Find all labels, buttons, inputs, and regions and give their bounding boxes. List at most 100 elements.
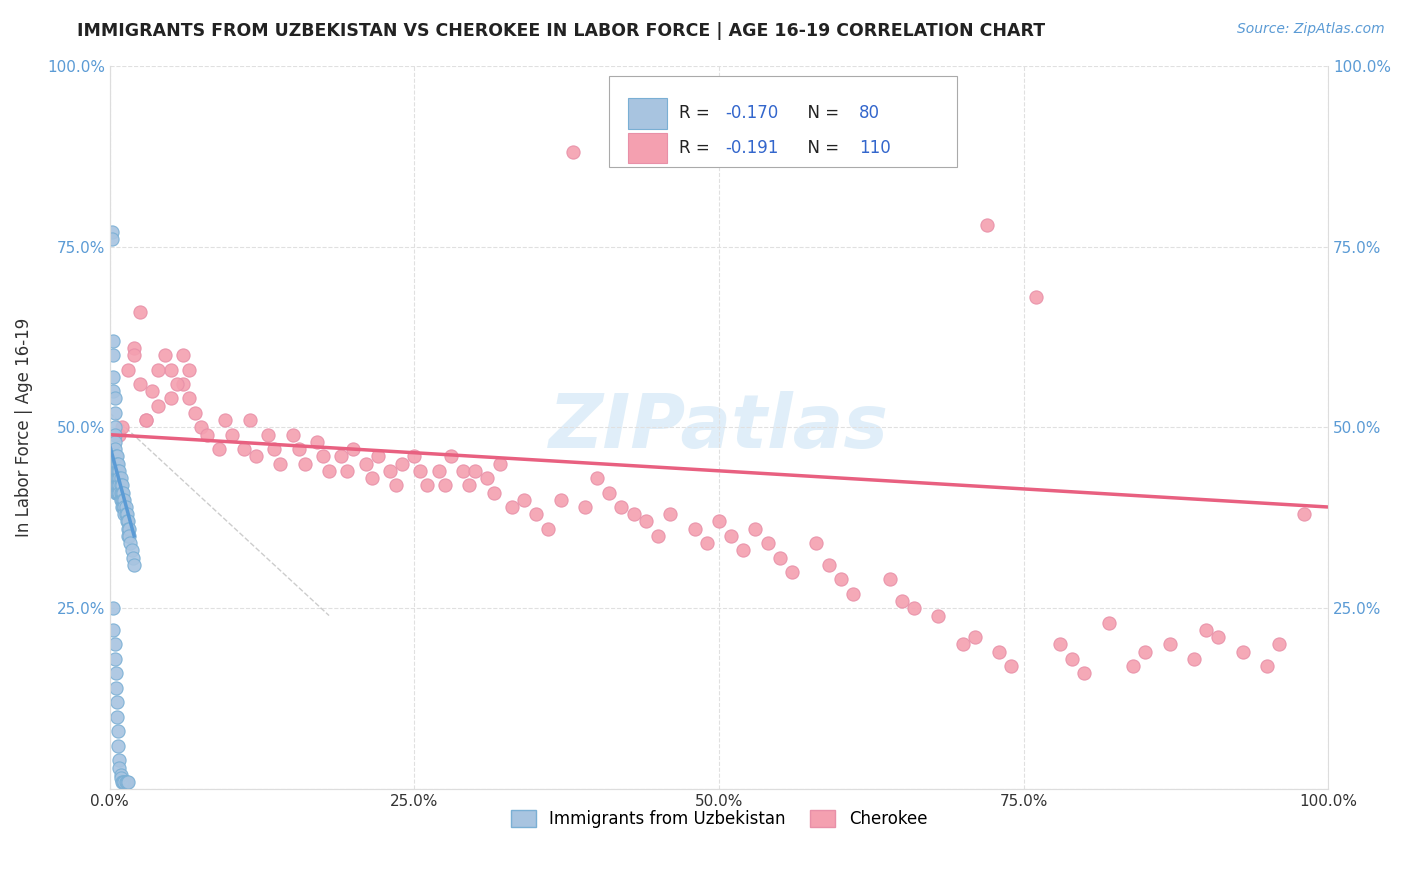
- Point: [367, 450, 389, 464]
- Point: [104, 464, 127, 478]
- Y-axis label: In Labor Force | Age 16-19: In Labor Force | Age 16-19: [15, 318, 32, 537]
- Point: [513, 492, 536, 507]
- Text: -0.191: -0.191: [725, 139, 779, 157]
- Point: [103, 384, 125, 399]
- Point: [239, 413, 262, 427]
- Point: [1256, 659, 1278, 673]
- Point: [683, 522, 706, 536]
- Point: [111, 775, 134, 789]
- Point: [117, 529, 139, 543]
- Point: [720, 529, 742, 543]
- Point: [269, 457, 291, 471]
- Point: [148, 399, 170, 413]
- Point: [110, 768, 132, 782]
- Point: [927, 608, 949, 623]
- Point: [312, 450, 335, 464]
- Point: [117, 522, 139, 536]
- Point: [1025, 290, 1047, 304]
- Point: [111, 500, 134, 514]
- Point: [354, 457, 377, 471]
- Point: [108, 464, 131, 478]
- Point: [409, 464, 432, 478]
- Point: [103, 348, 125, 362]
- Point: [890, 594, 912, 608]
- Point: [105, 464, 128, 478]
- Point: [148, 362, 170, 376]
- Point: [107, 471, 129, 485]
- Point: [104, 485, 127, 500]
- Point: [105, 695, 128, 709]
- Point: [112, 500, 135, 514]
- Point: [114, 500, 136, 514]
- Point: [574, 500, 596, 514]
- Point: [184, 406, 207, 420]
- Point: [1049, 638, 1071, 652]
- Point: [105, 457, 128, 471]
- Point: [114, 508, 136, 522]
- Point: [110, 478, 132, 492]
- Point: [1135, 645, 1157, 659]
- Point: [108, 478, 131, 492]
- Text: Source: ZipAtlas.com: Source: ZipAtlas.com: [1237, 22, 1385, 37]
- Point: [634, 515, 657, 529]
- Point: [537, 522, 560, 536]
- Point: [598, 485, 620, 500]
- FancyBboxPatch shape: [627, 133, 666, 163]
- Point: [1159, 638, 1181, 652]
- Point: [112, 492, 135, 507]
- Point: [101, 232, 124, 246]
- Point: [172, 348, 194, 362]
- Point: [177, 362, 200, 376]
- Point: [336, 464, 359, 478]
- Point: [104, 478, 127, 492]
- Point: [104, 652, 127, 666]
- Point: [108, 760, 131, 774]
- Point: [108, 753, 131, 767]
- Point: [117, 775, 139, 789]
- Point: [105, 450, 128, 464]
- Text: ZIPatlas: ZIPatlas: [548, 391, 889, 464]
- Point: [114, 775, 136, 789]
- Point: [172, 376, 194, 391]
- Point: [110, 772, 132, 786]
- Point: [903, 601, 925, 615]
- Point: [1195, 623, 1218, 637]
- Point: [120, 536, 142, 550]
- Point: [121, 543, 143, 558]
- Point: [195, 427, 218, 442]
- Point: [112, 485, 135, 500]
- Point: [208, 442, 231, 456]
- Point: [118, 522, 141, 536]
- Point: [115, 515, 138, 529]
- Legend: Immigrants from Uzbekistan, Cherokee: Immigrants from Uzbekistan, Cherokee: [503, 804, 934, 835]
- Point: [458, 478, 481, 492]
- Point: [988, 645, 1011, 659]
- Point: [135, 413, 157, 427]
- Point: [586, 471, 609, 485]
- Point: [190, 420, 212, 434]
- Point: [659, 508, 682, 522]
- Point: [464, 464, 486, 478]
- Point: [842, 587, 865, 601]
- Point: [550, 492, 572, 507]
- Point: [103, 334, 125, 348]
- Point: [108, 427, 131, 442]
- Point: [111, 485, 134, 500]
- Point: [769, 550, 792, 565]
- Point: [879, 573, 901, 587]
- Point: [159, 392, 181, 406]
- Point: [104, 471, 127, 485]
- Point: [111, 420, 134, 434]
- Point: [806, 536, 828, 550]
- Point: [488, 457, 510, 471]
- Point: [647, 529, 669, 543]
- Point: [104, 442, 127, 456]
- Point: [107, 739, 129, 753]
- Point: [104, 450, 127, 464]
- Point: [696, 536, 718, 550]
- Text: N =: N =: [797, 139, 844, 157]
- Point: [391, 457, 413, 471]
- Point: [104, 666, 127, 681]
- Text: IMMIGRANTS FROM UZBEKISTAN VS CHEROKEE IN LABOR FORCE | AGE 16-19 CORRELATION CH: IMMIGRANTS FROM UZBEKISTAN VS CHEROKEE I…: [77, 22, 1046, 40]
- Point: [221, 427, 243, 442]
